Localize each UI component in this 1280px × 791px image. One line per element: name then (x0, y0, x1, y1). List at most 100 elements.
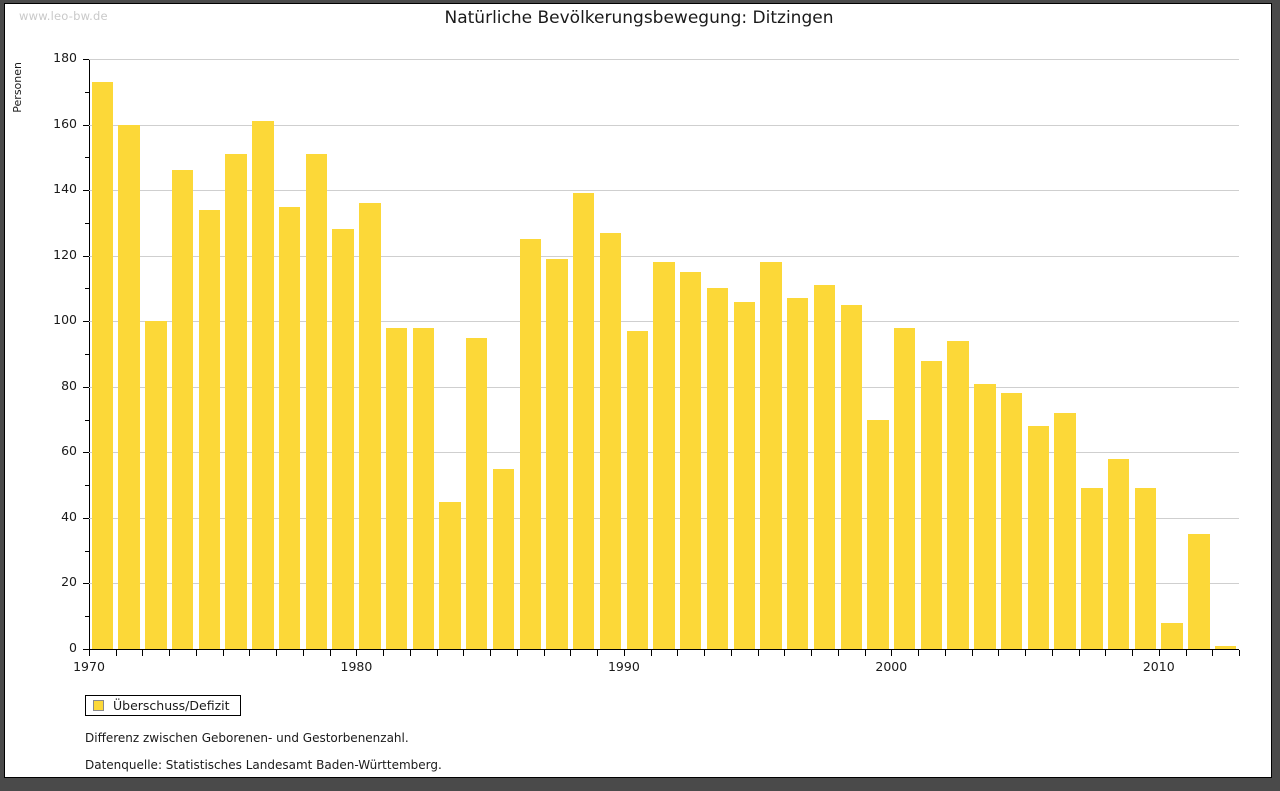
bar[interactable] (706, 288, 729, 649)
y-axis-tick (83, 649, 89, 650)
y-axis-tick-label: 100 (53, 312, 77, 328)
y-axis-minor-tick (85, 354, 89, 355)
bar[interactable] (626, 331, 648, 649)
y-axis-tick-label: 40 (61, 508, 77, 524)
x-axis-line (89, 649, 1239, 650)
chart-legend: Überschuss/Defizit (85, 695, 241, 716)
x-axis-tick (116, 650, 117, 656)
y-axis-minor-tick (85, 485, 89, 487)
x-axis-tick (383, 650, 384, 656)
bar[interactable] (867, 419, 889, 649)
bar[interactable] (252, 121, 274, 649)
y-axis-tick-label: 160 (53, 115, 77, 131)
bar[interactable] (492, 468, 515, 649)
x-axis-tick (1025, 650, 1026, 656)
bar[interactable] (1000, 393, 1023, 649)
y-axis-tick-label: 180 (53, 50, 77, 65)
bar[interactable] (466, 337, 488, 649)
x-axis-tick (918, 650, 919, 656)
x-axis-tick (410, 650, 411, 656)
gridline (89, 124, 1239, 126)
y-axis-tick (83, 452, 89, 454)
bar[interactable] (519, 239, 541, 649)
bar[interactable] (1188, 534, 1210, 649)
x-axis-tick (1186, 650, 1187, 656)
y-axis-minor-tick (85, 550, 89, 552)
bar[interactable] (332, 229, 354, 649)
legend-item-label: Überschuss/Defizit (113, 698, 230, 713)
bar[interactable] (974, 383, 996, 649)
watermark-text: www.leo-bw.de (19, 9, 108, 23)
y-axis-line (89, 59, 90, 650)
bar[interactable] (787, 298, 809, 649)
bar[interactable] (813, 285, 836, 649)
x-axis-tick (517, 650, 518, 656)
x-axis-tick (704, 650, 705, 656)
bar[interactable] (359, 203, 381, 649)
x-axis-tick-label: 2010 (1142, 659, 1175, 674)
bar[interactable] (1081, 488, 1103, 649)
bar[interactable] (1107, 458, 1130, 649)
x-axis-tick (758, 650, 759, 656)
x-axis-tick (972, 650, 973, 656)
bar[interactable] (225, 154, 247, 649)
plot-area: 0 20 40 60 80 100 120 140 160 180 1970 1980 1990 200… (53, 51, 1240, 674)
bar[interactable] (171, 170, 194, 649)
x-axis-tick (731, 650, 732, 656)
bar[interactable] (278, 206, 301, 649)
bar[interactable] (760, 262, 782, 649)
bar[interactable] (599, 232, 622, 649)
note-source: Datenquelle: Statistisches Landesamt Bad… (85, 758, 442, 772)
bar[interactable] (947, 340, 969, 649)
bar[interactable] (546, 258, 568, 649)
bar[interactable] (385, 327, 408, 649)
x-axis-tick-label: 2000 (875, 659, 908, 674)
bar[interactable] (1214, 645, 1237, 649)
chart-canvas: www.leo-bw.de Natürliche Bevölkerungsbew… (4, 3, 1272, 778)
y-axis-tick-label: 80 (61, 377, 77, 393)
x-axis-tick (1132, 650, 1133, 656)
y-axis-minor-tick (85, 157, 89, 159)
y-axis-tick (83, 386, 89, 388)
x-axis-tick (463, 650, 464, 656)
bar[interactable] (1161, 622, 1183, 649)
bar[interactable] (91, 81, 114, 649)
y-axis-tick-label: 140 (53, 181, 77, 197)
bar[interactable] (840, 304, 862, 649)
x-axis-tick (651, 650, 652, 656)
x-axis-tick-label: 1980 (340, 659, 373, 674)
bar[interactable] (198, 209, 221, 649)
x-axis-tick (838, 650, 839, 656)
bar[interactable] (653, 262, 675, 649)
y-axis-tick (83, 124, 89, 126)
bar[interactable] (733, 301, 755, 649)
x-axis-tick (356, 650, 357, 656)
x-axis-tick (784, 650, 785, 656)
gridline (89, 255, 1239, 257)
bar[interactable] (920, 360, 943, 649)
bar[interactable] (1134, 488, 1157, 649)
x-axis-tick (544, 650, 545, 656)
x-axis-tick (811, 650, 812, 656)
y-axis-tick (83, 583, 89, 585)
bar[interactable] (1054, 413, 1076, 649)
bar[interactable] (305, 154, 328, 649)
bar[interactable] (412, 327, 434, 649)
x-axis-tick (998, 650, 999, 656)
x-axis-tick (597, 650, 598, 656)
note-definition: Differenz zwischen Geborenen- und Gestor… (85, 731, 409, 745)
bar[interactable] (573, 193, 595, 649)
gridline (89, 59, 1239, 60)
bar[interactable] (1027, 426, 1050, 649)
bar[interactable] (439, 501, 461, 649)
x-axis-tick (223, 650, 224, 656)
bar[interactable] (145, 321, 167, 649)
x-axis-tick (1159, 650, 1160, 656)
page-title: Natürliche Bevölkerungsbewegung: Ditzing… (444, 8, 834, 28)
bar[interactable] (118, 124, 140, 649)
x-axis-tick (249, 650, 250, 656)
x-axis-tick (276, 650, 277, 656)
bar[interactable] (894, 327, 916, 649)
bar[interactable] (680, 272, 702, 649)
